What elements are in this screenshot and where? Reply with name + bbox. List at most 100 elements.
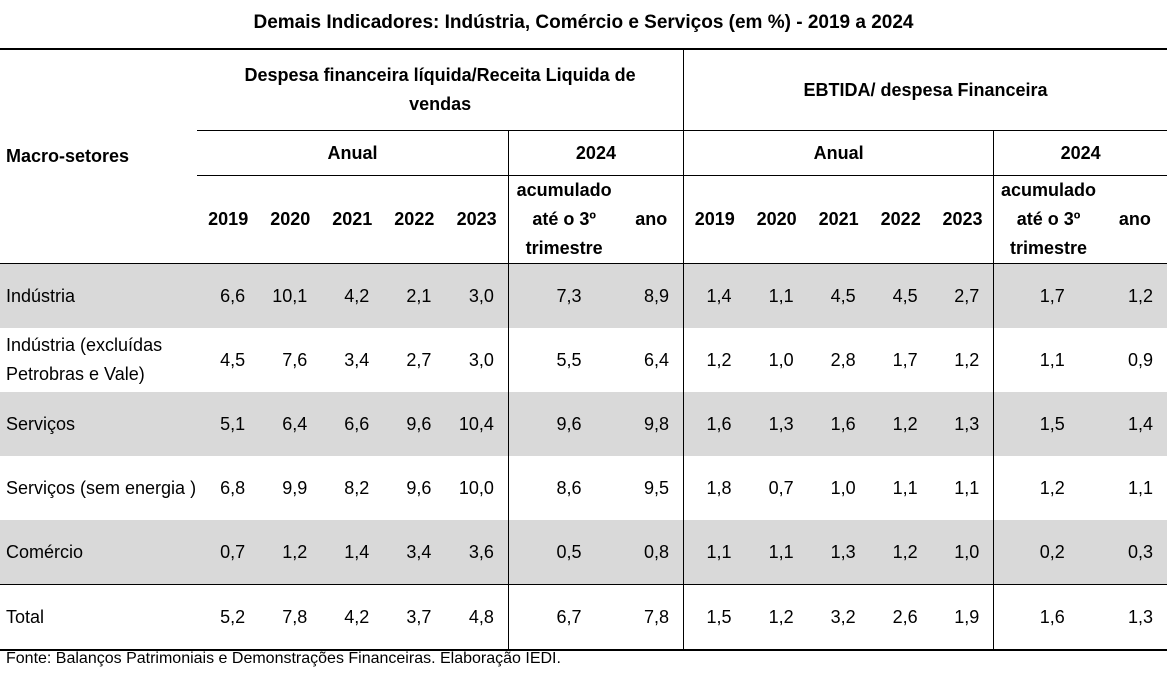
table-cell: 5,1 [197,392,260,456]
table-cell: 9,5 [643,477,670,498]
table-cell: 6,6 [197,263,260,328]
table-cell: 6,4 [643,349,670,370]
table-row: Total 5,2 7,8 4,2 3,7 4,8 6,7 7,8 1,5 1,2 3,2 2,6 1,… [0,584,1167,651]
table-cell: 4,5 [869,263,932,328]
table-cell: 9,6 [383,392,446,456]
table-cell: 0,3 [1102,520,1167,585]
row-label: Serviços [0,392,198,456]
col-2023: 2023 [445,175,509,264]
anual-header: Anual [683,130,994,176]
row-label: Indústria (excluídas Petrobras e Vale) [6,335,163,384]
table-cell: 4,5 [220,349,246,370]
table-cell: 2,6 [869,584,932,651]
col-acumulado: acumulado até o 3º trimestre [507,175,620,264]
year-2024-header: 2024 [993,130,1167,176]
table-cell: 2,7 [406,349,432,370]
table-cell: 1,1 [954,477,980,498]
table-row: Comércio 0,7 1,2 1,4 3,4 3,6 0,5 0,8 1,1 1,1 1,3 1,… [0,520,1167,585]
table-cell: 1,3 [745,392,808,456]
table-cell: 10,1 [259,263,322,328]
year-2024-header: 2024 [507,130,684,176]
source-note: Fonte: Balanços Patrimoniais e Demonstra… [6,650,561,667]
table-cell: 1,3 [807,520,870,585]
col-ano: ano [619,175,684,264]
table-row: Indústria 6,6 10,1 4,2 2,1 3,0 7,3 8,9 1,4 1,1 4,5… [0,263,1167,328]
table-cell: 1,1 [993,328,1103,392]
table-cell: 1,2 [869,392,932,456]
table-cell: 0,8 [619,520,684,585]
table-title: Demais Indicadores: Indústria, Comércio … [253,12,914,33]
anual-header: Anual [197,130,509,176]
table-cell: 1,0 [931,520,994,585]
table-cell: 1,9 [931,584,994,651]
table-cell: 3,0 [445,263,509,328]
table-cell: 1,1 [745,263,808,328]
table-cell: 1,0 [830,477,856,498]
col-2021: 2021 [321,175,384,264]
table-row: Serviços (sem energia ) 6,8 9,9 8,2 9,6 10,0 8… [0,456,1167,520]
table-cell: 3,7 [383,584,446,651]
table-cell: 1,7 [993,263,1103,328]
table-cell: 1,3 [1102,584,1167,651]
table-cell: 6,8 [220,477,246,498]
table-cell: 5,5 [507,328,620,392]
table-row: Indústria (excluídas Petrobras e Vale) 4,… [0,328,1167,392]
row-label-header: Macro-setores [0,48,198,264]
table-cell: 1,4 [321,520,384,585]
header-row-columns: 2019 2020 2021 2022 2023 acumulado até o… [0,175,1167,264]
table-cell: 2,7 [931,263,994,328]
table-cell: 1,2 [259,520,322,585]
col-2023: 2023 [931,175,994,264]
table-cell: 1,5 [993,392,1103,456]
table-cell: 3,6 [445,520,509,585]
table-cell: 8,2 [344,477,370,498]
table-cell: 4,2 [321,263,384,328]
col-acumulado: acumulado até o 3º trimestre [993,175,1103,264]
table-cell: 4,5 [807,263,870,328]
table-cell: 7,3 [507,263,620,328]
col-2022: 2022 [383,175,446,264]
table-row: Serviços 5,1 6,4 6,6 9,6 10,4 9,6 9,8 1,6 1,3 1,6 1… [0,392,1167,456]
group-header-ebtida: EBTIDA/ despesa Financeira [683,48,1167,131]
table-cell: 10,4 [445,392,509,456]
table-cell: 1,1 [892,477,918,498]
table-cell: 0,7 [197,520,260,585]
table-cell: 1,3 [931,392,994,456]
table-cell: 1,6 [807,392,870,456]
col-2019: 2019 [197,175,260,264]
table-cell: 1,2 [683,328,746,392]
table-cell: 1,2 [993,456,1103,520]
header-row-periods: Anual 2024 Anual 2024 [0,130,1167,176]
table-cell: 5,2 [197,584,260,651]
table-cell: 1,6 [683,392,746,456]
table-cell: 9,8 [619,392,684,456]
row-label: Indústria [0,263,198,328]
table-cell: 6,6 [321,392,384,456]
table-cell: 1,2 [869,520,932,585]
table-cell: 0,9 [1127,349,1153,370]
table-cell: 1,7 [892,349,918,370]
header-row-groups: Macro-setores Despesa financeira líquida… [0,48,1167,264]
table-body: Indústria 6,6 10,1 4,2 2,1 3,0 7,3 8,9 1,4 1,1 4,5… [0,263,1167,651]
table-cell: 3,2 [807,584,870,651]
table-cell: 6,4 [259,392,322,456]
table-cell: 0,7 [768,477,794,498]
table-cell: 8,9 [619,263,684,328]
table-cell: 1,4 [683,263,746,328]
table-cell: 3,4 [344,349,370,370]
table-cell: 1,2 [954,349,980,370]
table-cell: 9,6 [507,392,620,456]
table-cell: 0,5 [507,520,620,585]
table-cell: 1,1 [745,520,808,585]
row-label: Total [0,584,198,651]
table-cell: 2,8 [830,349,856,370]
table-cell: 1,6 [993,584,1103,651]
table-cell: 7,8 [619,584,684,651]
group-header-despesa: Despesa financeira líquida/Receita Liqui… [197,48,684,131]
table-cell: 3,0 [468,349,494,370]
col-ano: ano [1102,175,1167,264]
table-cell: 1,2 [745,584,808,651]
table-cell: 1,1 [1127,477,1153,498]
table-cell: 1,4 [1102,392,1167,456]
row-label: Comércio [0,520,198,585]
